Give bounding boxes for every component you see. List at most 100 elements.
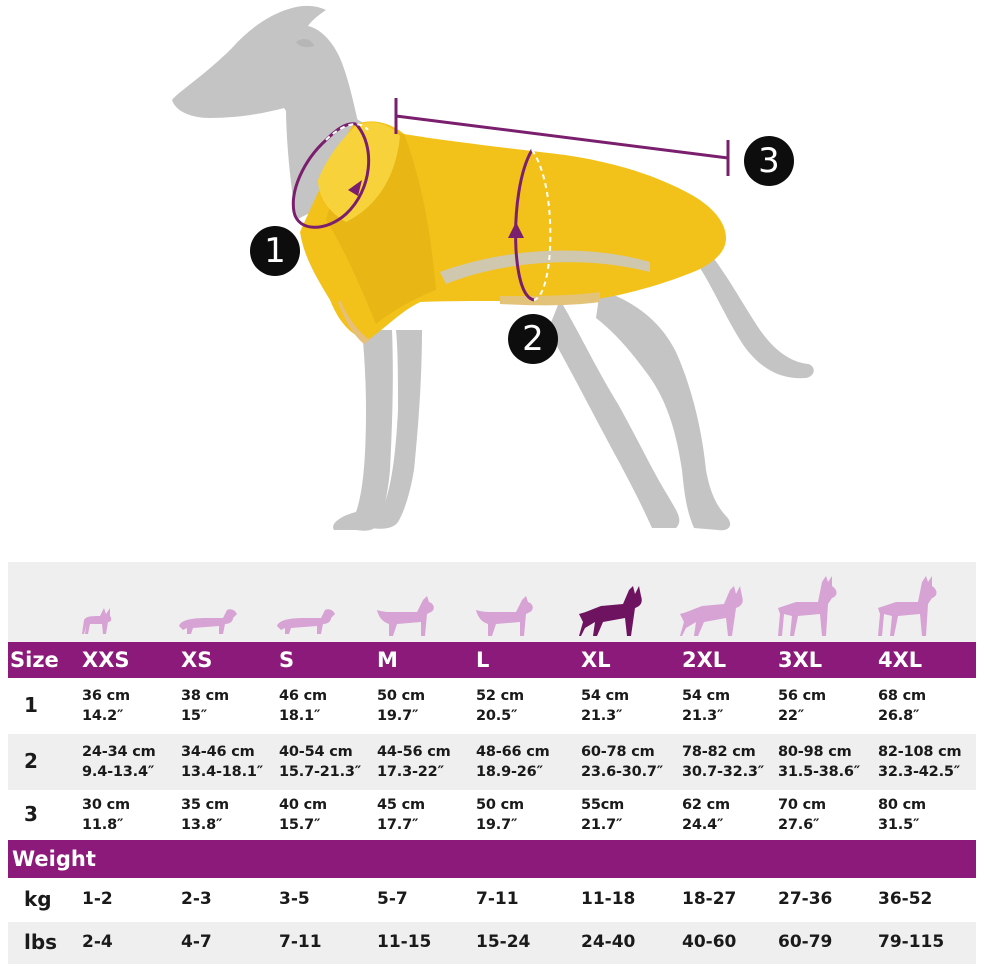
size-row-3: 3 30 cm 11.8″ 35 cm 13.8″ 40 cm 15.7″ 45 cm 17.7… (8, 790, 976, 840)
weight-cell: 3-5 (279, 889, 310, 909)
measure-inch: 17.7″ (377, 817, 419, 833)
measure-inch: 19.7″ (377, 708, 419, 724)
size-cell: 80 cm 31.5″ (878, 795, 926, 835)
marker-back-length: 3 (744, 136, 794, 186)
measure-inch: 20.5″ (476, 708, 518, 724)
size-row-label: 3 (24, 802, 38, 826)
weight-cell: 4-7 (181, 932, 212, 952)
weight-cell: 36-52 (878, 889, 933, 909)
shepherd-icon (579, 586, 642, 636)
measure-inch: 23.6-30.7″ (581, 764, 664, 780)
weight-cell: 7-11 (279, 932, 322, 952)
size-label-xl: XL (581, 648, 611, 672)
measure-cm: 62 cm (682, 797, 730, 813)
size-label-l: L (476, 648, 490, 672)
dog-silhouette (172, 5, 814, 531)
weight-cell: 40-60 (682, 932, 737, 952)
size-cell: 38 cm 15″ (181, 686, 229, 726)
size-row-label: 1 (24, 693, 38, 717)
weight-cell: 11-18 (581, 889, 636, 909)
size-cell: 46 cm 18.1″ (279, 686, 327, 726)
measure-cm: 48-66 cm (476, 744, 550, 760)
measurement-arrows (348, 180, 524, 238)
weight-row-lbs: lbs 2-4 4-7 7-11 11-15 15-24 24-40 40-60 60-79 79… (8, 922, 976, 964)
size-cell: 52 cm 20.5″ (476, 686, 524, 726)
chihuahua-icon (82, 608, 112, 634)
measure-inch: 31.5″ (878, 817, 920, 833)
size-label-3xl: 3XL (778, 648, 823, 672)
measure-inch: 18.1″ (279, 708, 321, 724)
measure-inch: 22″ (778, 708, 805, 724)
terrier-icon (377, 596, 434, 636)
size-label-2xl: 2XL (682, 648, 727, 672)
measure-inch: 21.3″ (682, 708, 724, 724)
size-label-4xl: 4XL (878, 648, 923, 672)
measure-inch: 27.6″ (778, 817, 820, 833)
measure-cm: 78-82 cm (682, 744, 756, 760)
measure-cm: 55cm (581, 797, 625, 813)
size-cell: 60-78 cm 23.6-30.7″ (581, 742, 663, 782)
size-cell: 48-66 cm 18.9-26″ (476, 742, 550, 782)
measure-inch: 14.2″ (82, 708, 124, 724)
weight-header-band: Weight (8, 840, 976, 878)
measure-cm: 36 cm (82, 688, 130, 704)
size-header-label: Size (10, 648, 59, 672)
measure-cm: 82-108 cm (878, 744, 962, 760)
measure-cm: 50 cm (476, 797, 524, 813)
measure-cm: 54 cm (682, 688, 730, 704)
measure-cm: 44-56 cm (377, 744, 451, 760)
weight-cell: 15-24 (476, 932, 531, 952)
size-row-2: 2 24-34 cm 9.4-13.4″ 34-46 cm 13.4-18.1″ 40-5… (8, 734, 976, 790)
size-cell: 34-46 cm 13.4-18.1″ (181, 742, 263, 782)
size-cell: 56 cm 22″ (778, 686, 826, 726)
size-cell: 78-82 cm 30.7-32.3″ (682, 742, 764, 782)
measure-cm: 60-78 cm (581, 744, 655, 760)
size-cell: 35 cm 13.8″ (181, 795, 229, 835)
measure-cm: 50 cm (377, 688, 425, 704)
weight-cell: 27-36 (778, 889, 833, 909)
size-cell: 54 cm 21.3″ (581, 686, 629, 726)
size-cell: 62 cm 24.4″ (682, 795, 730, 835)
weight-cell: 7-11 (476, 889, 519, 909)
size-cell: 40 cm 15.7″ (279, 795, 327, 835)
size-label-m: M (377, 648, 398, 672)
weight-cell: 24-40 (581, 932, 636, 952)
size-cell: 55cm 21.7″ (581, 795, 624, 835)
size-cell: 30 cm 11.8″ (82, 795, 130, 835)
size-label-xxs: XXS (82, 648, 130, 672)
weight-cell: 18-27 (682, 889, 737, 909)
measure-inch: 30.7-32.3″ (682, 764, 765, 780)
weight-cell: 79-115 (878, 932, 945, 952)
measure-cm: 40 cm (279, 797, 327, 813)
size-cell: 40-54 cm 15.7-21.3″ (279, 742, 361, 782)
measure-inch: 11.8″ (82, 817, 124, 833)
measure-cm: 38 cm (181, 688, 229, 704)
size-header-band: Size XXS XS S M L XL 2XL 3XL 4XL (8, 642, 976, 678)
size-cell: 82-108 cm 32.3-42.5″ (878, 742, 962, 782)
dachshund-icon (179, 609, 237, 634)
size-label-xs: XS (181, 648, 213, 672)
size-row-label: 2 (24, 749, 38, 773)
measure-inch: 13.4-18.1″ (181, 764, 264, 780)
measure-cm: 54 cm (581, 688, 629, 704)
weight-row-kg: kg 1-2 2-3 3-5 5-7 7-11 11-18 18-27 27-36 36-52 (8, 878, 976, 922)
measure-inch: 13.8″ (181, 817, 223, 833)
measure-inch: 17.3-22″ (377, 764, 444, 780)
size-cell: 54 cm 21.3″ (682, 686, 730, 726)
dachshund-icon (277, 609, 335, 634)
size-label-s: S (279, 648, 295, 672)
measure-cm: 70 cm (778, 797, 826, 813)
weight-row-label: kg (24, 887, 52, 911)
measure-inch: 21.3″ (581, 708, 623, 724)
measure-cm: 46 cm (279, 688, 327, 704)
measure-cm: 40-54 cm (279, 744, 353, 760)
weight-cell: 5-7 (377, 889, 408, 909)
measure-cm: 45 cm (377, 797, 425, 813)
measure-inch: 15.7″ (279, 817, 321, 833)
size-chart: Size XXS XS S M L XL 2XL 3XL 4XL 1 36 cm 14.2″ 38 c… (8, 562, 976, 964)
dog-measurement-illustration (172, 5, 814, 531)
shepherd-icon (680, 586, 743, 636)
great-dane-icon (778, 576, 837, 636)
great-dane-icon (878, 576, 937, 636)
measurement-guides (291, 98, 730, 302)
